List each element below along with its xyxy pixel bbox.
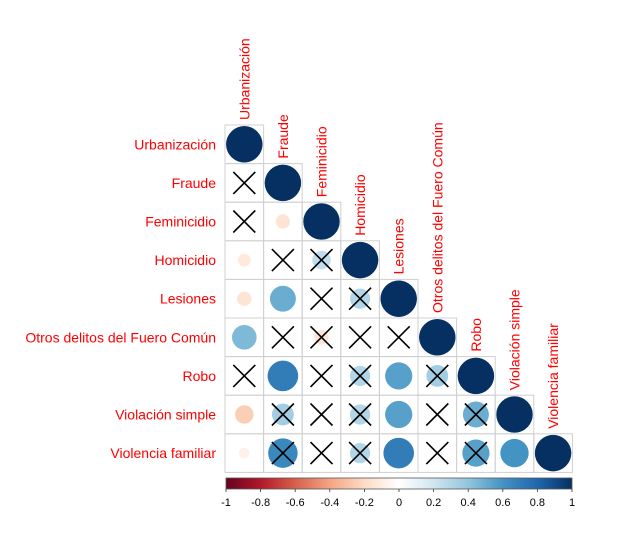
insignificant-cross-5-1 xyxy=(271,325,295,349)
insignificant-cross-5-4 xyxy=(387,325,411,349)
corr-circle-7-4 xyxy=(385,400,413,429)
colorbar-gradient xyxy=(225,477,573,490)
insignificant-cross-8-1 xyxy=(271,441,295,465)
corr-circle-6-4 xyxy=(385,362,413,390)
corr-circle-4-1 xyxy=(269,285,296,312)
insignificant-cross-1-0 xyxy=(232,171,256,195)
corr-circle-7-0 xyxy=(235,405,254,424)
insignificant-cross-4-2 xyxy=(309,287,334,311)
corr-circle-6-6 xyxy=(457,357,495,395)
col-label-1: Fraude xyxy=(275,114,291,159)
corr-circle-8-7 xyxy=(500,438,529,468)
col-label-4: Lesiones xyxy=(391,218,407,274)
corr-circle-3-3 xyxy=(341,241,379,279)
row-label-5: Otros delitos del Fuero Común xyxy=(25,329,216,345)
insignificant-cross-7-2 xyxy=(309,402,334,427)
insignificant-cross-3-1 xyxy=(271,248,295,272)
col-label-7: Violación simple xyxy=(507,289,523,390)
corr-circle-4-4 xyxy=(380,280,417,317)
corr-circle-8-4 xyxy=(383,437,415,469)
colorbar-tick-label-10: 1 xyxy=(569,497,575,509)
corr-circle-8-0 xyxy=(238,447,250,459)
insignificant-cross-6-0 xyxy=(232,364,256,388)
insignificant-cross-3-2 xyxy=(309,248,334,272)
row-label-8: Violencia familiar xyxy=(110,445,216,461)
row-label-2: Feminicidio xyxy=(145,214,216,230)
insignificant-cross-5-3 xyxy=(348,325,372,349)
row-label-6: Robo xyxy=(183,368,217,384)
colorbar-tick-label-3: -0.4 xyxy=(320,497,339,509)
colorbar-tick-label-5: 0 xyxy=(396,497,402,509)
insignificant-cross-6-3 xyxy=(348,364,372,388)
cell-layer xyxy=(226,126,572,472)
colorbar-tick-label-0: -1 xyxy=(221,497,231,509)
insignificant-cross-7-1 xyxy=(271,402,295,427)
col-label-0: Urbanización xyxy=(236,38,252,120)
corr-circle-1-1 xyxy=(264,164,302,202)
corr-circle-4-0 xyxy=(237,291,252,306)
corr-circle-3-0 xyxy=(237,253,251,267)
insignificant-cross-5-2 xyxy=(309,325,334,349)
insignificant-cross-7-3 xyxy=(348,402,372,427)
insignificant-cross-2-0 xyxy=(232,209,256,234)
colorbar-tick-label-6: 0.2 xyxy=(426,497,441,509)
col-label-2: Feminicidio xyxy=(314,126,330,197)
grid-cell-8-8 xyxy=(533,433,573,473)
col-label-8: Violencia familiar xyxy=(545,323,561,429)
colorbar-tick-label-7: 0.4 xyxy=(461,497,476,509)
row-label-1: Fraude xyxy=(172,175,217,191)
insignificant-cross-8-3 xyxy=(348,441,372,465)
row-label-4: Lesiones xyxy=(160,291,216,307)
insignificant-cross-8-5 xyxy=(425,441,449,465)
corr-circle-7-7 xyxy=(496,396,533,433)
colorbar-tick-label-4: -0.2 xyxy=(355,497,374,509)
colorbar-tick-label-2: -0.6 xyxy=(286,497,305,509)
col-label-5: Otros delitos del Fuero Común xyxy=(429,122,445,313)
insignificant-cross-7-6 xyxy=(464,402,488,427)
corr-circle-8-8 xyxy=(534,434,572,472)
col-label-6: Robo xyxy=(468,318,484,352)
corr-circle-2-2 xyxy=(303,203,340,240)
row-label-7: Violación simple xyxy=(115,407,216,423)
insignificant-cross-6-2 xyxy=(309,364,334,388)
colorbar-tick-label-9: 0.8 xyxy=(530,497,545,509)
insignificant-cross-8-6 xyxy=(464,441,488,465)
corr-circle-6-1 xyxy=(267,360,299,392)
colorbar-tick-label-8: 0.6 xyxy=(495,497,510,509)
insignificant-cross-6-5 xyxy=(425,364,449,388)
colorbar-tick-label-1: -0.8 xyxy=(251,497,270,509)
label-layer: Urbanización Urbanización Fraude Fraude Femi… xyxy=(25,38,561,461)
corr-circle-0-0 xyxy=(226,126,263,163)
row-label-0: Urbanización xyxy=(134,136,216,152)
corr-circle-2-1 xyxy=(275,214,291,229)
row-label-3: Homicidio xyxy=(155,252,217,268)
grid-layer xyxy=(224,124,573,473)
corr-circle-5-0 xyxy=(231,324,257,350)
insignificant-cross-8-2 xyxy=(309,441,334,465)
col-label-3: Homicidio xyxy=(352,174,368,236)
corr-circle-5-5 xyxy=(419,319,456,356)
insignificant-cross-4-3 xyxy=(348,287,372,311)
colorbar: -1 -0.8 -0.6 -0.4 -0.2 0 0.2 0.4 0.6 0.8 1 xyxy=(221,477,575,509)
insignificant-cross-7-5 xyxy=(425,402,449,427)
